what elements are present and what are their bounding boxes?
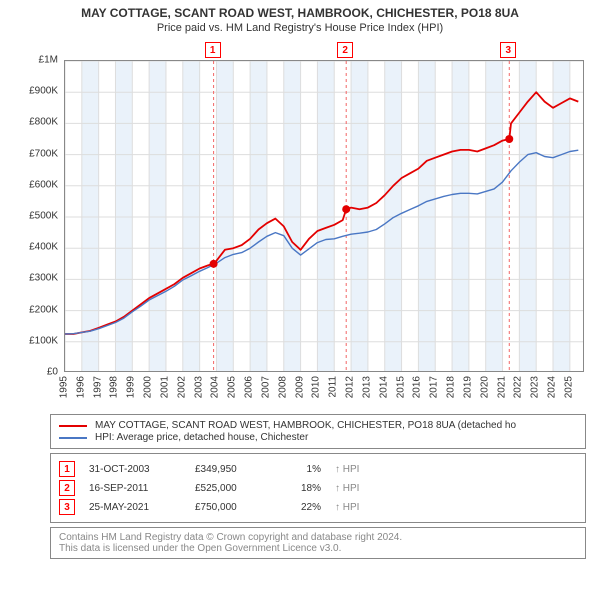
- legend: MAY COTTAGE, SCANT ROAD WEST, HAMBROOK, …: [50, 414, 586, 449]
- sale-date: 16-SEP-2011: [89, 483, 181, 494]
- sale-marker-dot: [210, 260, 218, 268]
- x-axis-label: 1997: [92, 376, 103, 398]
- y-axis-label: £400K: [14, 242, 58, 253]
- attribution-line: This data is licensed under the Open Gov…: [59, 543, 577, 554]
- sale-price: £525,000: [195, 483, 267, 494]
- y-axis-label: £800K: [14, 117, 58, 128]
- x-axis-label: 2015: [395, 376, 406, 398]
- sale-badge: 1: [59, 461, 75, 477]
- x-axis-label: 2014: [378, 376, 389, 398]
- sale-row: 3 25-MAY-2021 £750,000 22% ↑ HPI: [59, 499, 577, 515]
- x-axis-label: 2008: [277, 376, 288, 398]
- legend-swatch: [59, 425, 87, 427]
- sale-hpi-arrow-icon: ↑ HPI: [335, 464, 359, 475]
- legend-swatch: [59, 437, 87, 439]
- x-axis-label: 2006: [244, 376, 255, 398]
- x-axis-label: 2012: [345, 376, 356, 398]
- x-axis-label: 2017: [429, 376, 440, 398]
- x-axis-label: 1996: [75, 376, 86, 398]
- sale-hpi-arrow-icon: ↑ HPI: [335, 483, 359, 494]
- x-axis-label: 2003: [193, 376, 204, 398]
- x-axis-label: 2021: [496, 376, 507, 398]
- y-axis-label: £0: [14, 367, 58, 378]
- x-axis-label: 2002: [176, 376, 187, 398]
- sale-badge: 2: [59, 480, 75, 496]
- x-axis-label: 2004: [210, 376, 221, 398]
- attribution-line: Contains HM Land Registry data © Crown c…: [59, 532, 577, 543]
- plot-svg: [65, 61, 584, 372]
- sale-marker-dot: [505, 135, 513, 143]
- x-axis-label: 2022: [513, 376, 524, 398]
- x-axis-label: 2024: [547, 376, 558, 398]
- sale-diff: 22%: [281, 502, 321, 513]
- sale-hpi-arrow-icon: ↑ HPI: [335, 502, 359, 513]
- sale-marker-badge: 3: [500, 42, 516, 58]
- x-axis-label: 2000: [143, 376, 154, 398]
- x-axis-label: 2013: [361, 376, 372, 398]
- x-axis-label: 2011: [328, 376, 339, 398]
- x-axis-label: 2023: [530, 376, 541, 398]
- y-axis-label: £300K: [14, 273, 58, 284]
- y-axis-label: £900K: [14, 86, 58, 97]
- legend-item: HPI: Average price, detached house, Chic…: [59, 432, 577, 443]
- x-axis-label: 2007: [260, 376, 271, 398]
- sale-date: 25-MAY-2021: [89, 502, 181, 513]
- sale-marker-badge: 2: [337, 42, 353, 58]
- x-axis-label: 2009: [294, 376, 305, 398]
- legend-label: HPI: Average price, detached house, Chic…: [95, 432, 308, 443]
- plot-area: [64, 60, 584, 372]
- sale-marker-badge: 1: [205, 42, 221, 58]
- chart-subtitle: Price paid vs. HM Land Registry's House …: [0, 22, 600, 34]
- y-axis-label: £100K: [14, 335, 58, 346]
- chart-area: £0 £100K £200K £300K £400K £500K £600K £700K £80…: [14, 42, 586, 408]
- x-axis-label: 2001: [159, 376, 170, 398]
- x-axis-label: 2025: [563, 376, 574, 398]
- x-axis-label: 1998: [109, 376, 120, 398]
- x-axis-label: 1999: [126, 376, 137, 398]
- sales-table: 1 31-OCT-2003 £349,950 1% ↑ HPI 2 16-SEP-2011 £…: [50, 453, 586, 523]
- x-axis-label: 2016: [412, 376, 423, 398]
- sale-date: 31-OCT-2003: [89, 464, 181, 475]
- sale-badge: 3: [59, 499, 75, 515]
- y-axis-label: £1M: [14, 55, 58, 66]
- sale-diff: 1%: [281, 464, 321, 475]
- y-axis-label: £700K: [14, 148, 58, 159]
- x-axis-label: 2020: [479, 376, 490, 398]
- chart-title: MAY COTTAGE, SCANT ROAD WEST, HAMBROOK, …: [0, 6, 600, 20]
- x-axis-label: 2018: [446, 376, 457, 398]
- y-axis-label: £500K: [14, 211, 58, 222]
- sale-price: £349,950: [195, 464, 267, 475]
- y-axis-label: £600K: [14, 179, 58, 190]
- legend-item: MAY COTTAGE, SCANT ROAD WEST, HAMBROOK, …: [59, 420, 577, 431]
- sale-row: 2 16-SEP-2011 £525,000 18% ↑ HPI: [59, 480, 577, 496]
- sale-marker-dot: [342, 205, 350, 213]
- sale-row: 1 31-OCT-2003 £349,950 1% ↑ HPI: [59, 461, 577, 477]
- x-axis-label: 2005: [227, 376, 238, 398]
- sale-price: £750,000: [195, 502, 267, 513]
- y-axis-label: £200K: [14, 304, 58, 315]
- sale-diff: 18%: [281, 483, 321, 494]
- x-axis-label: 1995: [59, 376, 70, 398]
- legend-label: MAY COTTAGE, SCANT ROAD WEST, HAMBROOK, …: [95, 420, 516, 431]
- x-axis-label: 2019: [462, 376, 473, 398]
- x-axis-label: 2010: [311, 376, 322, 398]
- attribution: Contains HM Land Registry data © Crown c…: [50, 527, 586, 559]
